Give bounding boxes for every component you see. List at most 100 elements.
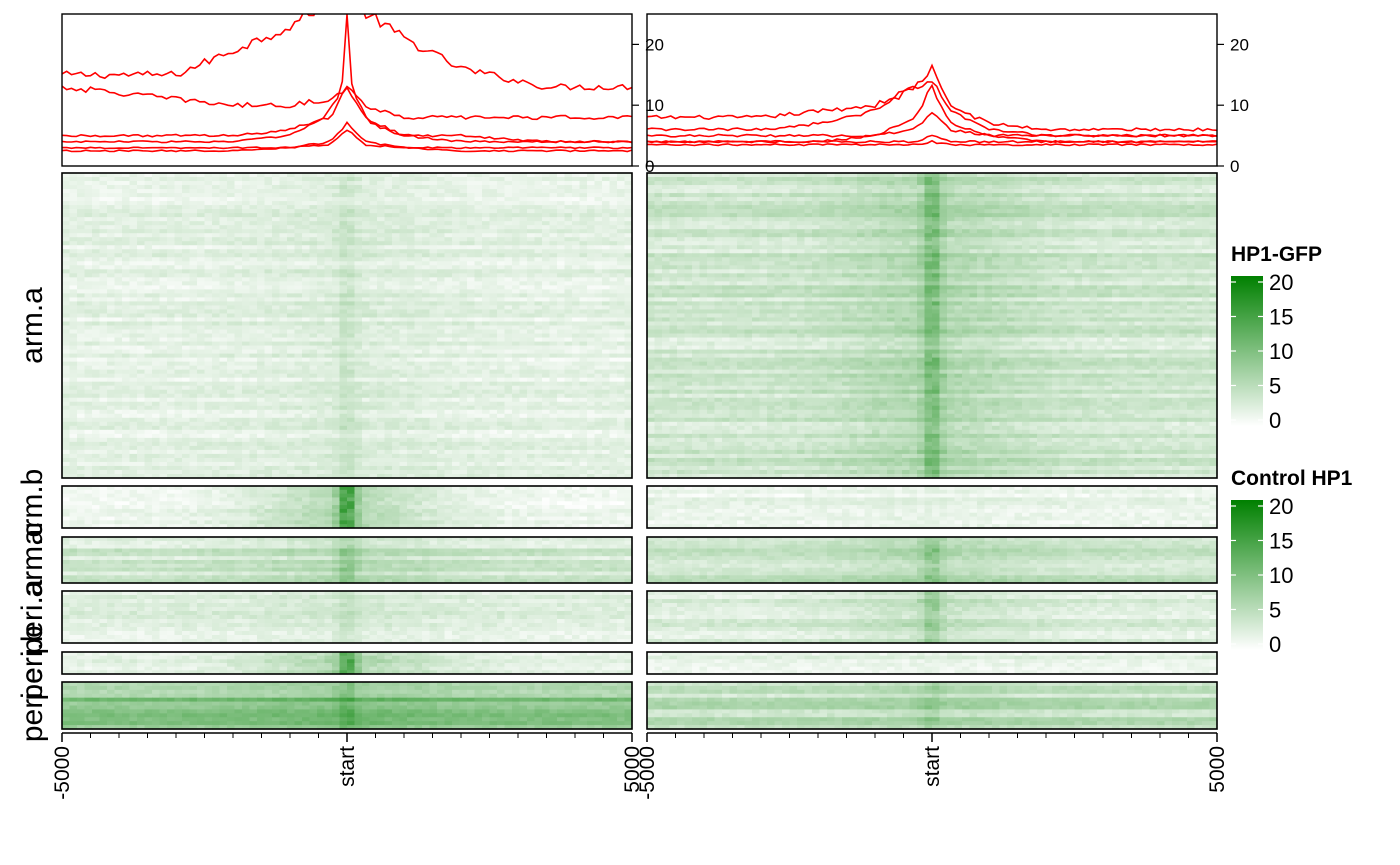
- heat-cell: [167, 265, 176, 270]
- heat-cell: [242, 389, 251, 395]
- heat-cell: [62, 405, 71, 411]
- heat-cell: [459, 309, 468, 315]
- heat-cell: [369, 205, 378, 210]
- heat-cell: [602, 277, 611, 282]
- heat-cell: [99, 241, 108, 246]
- heat-cell: [572, 421, 581, 427]
- heat-cell: [602, 177, 611, 182]
- heat-cell: [99, 301, 108, 307]
- heat-cell: [362, 245, 371, 250]
- heat-cell: [489, 277, 498, 282]
- heat-cell: [324, 237, 333, 242]
- heat-cell: [617, 401, 626, 407]
- heat-cell: [497, 201, 506, 206]
- heat-cell: [332, 333, 341, 339]
- heat-cell: [257, 345, 266, 351]
- heat-cell: [257, 429, 266, 435]
- heat-cell: [527, 301, 536, 307]
- heat-cell: [392, 193, 401, 198]
- heat-cell: [204, 361, 213, 367]
- heat-cell: [332, 401, 341, 407]
- heat-cell: [92, 277, 101, 282]
- heat-cell: [489, 353, 498, 359]
- heat-cell: [527, 265, 536, 270]
- profile-line: [647, 63, 1217, 132]
- heat-cell: [339, 309, 348, 315]
- heat-cell: [572, 201, 581, 206]
- heat-cell: [204, 213, 213, 218]
- heat-cell: [377, 213, 386, 218]
- heat-cell: [84, 221, 93, 226]
- heat-cell: [572, 405, 581, 411]
- heat-cell: [332, 377, 341, 383]
- heat-cell: [579, 209, 588, 214]
- heat-cell: [159, 317, 168, 323]
- heat-cell: [189, 345, 198, 351]
- heat-cell: [497, 349, 506, 355]
- heat-cell: [189, 381, 198, 387]
- heat-cell: [557, 237, 566, 242]
- heat-cell: [272, 249, 281, 254]
- heat-cell: [69, 265, 78, 270]
- heat-cell: [414, 237, 423, 242]
- heat-cell: [92, 417, 101, 423]
- heat-cell: [497, 397, 506, 403]
- heat-cell: [339, 421, 348, 427]
- heat-cell: [242, 217, 251, 222]
- heat-cell: [249, 249, 258, 254]
- heat-cell: [279, 269, 288, 274]
- heat-cell: [62, 433, 71, 439]
- heat-cell: [332, 297, 341, 303]
- heat-cell: [572, 425, 581, 431]
- heat-cell: [144, 321, 153, 327]
- heat-cell: [159, 309, 168, 315]
- heat-cell: [174, 281, 183, 286]
- heat-cell: [182, 429, 191, 435]
- heat-cell: [182, 185, 191, 190]
- heat-cell: [234, 181, 243, 186]
- heat-cell: [549, 281, 558, 286]
- heat-cell: [467, 353, 476, 359]
- heat-cell: [557, 193, 566, 198]
- heat-cell: [129, 329, 138, 335]
- heat-cell: [324, 425, 333, 431]
- heat-cell: [527, 257, 536, 262]
- heat-cell: [602, 205, 611, 210]
- heat-cell: [129, 401, 138, 407]
- heat-cell: [422, 245, 431, 250]
- heat-cell: [62, 385, 71, 391]
- heat-cell: [129, 273, 138, 278]
- heat-cell: [144, 237, 153, 242]
- heat-cell: [129, 429, 138, 435]
- heat-cell: [204, 345, 213, 351]
- heat-cell: [519, 297, 528, 303]
- heat-cell: [354, 273, 363, 278]
- heat-cell: [504, 217, 513, 222]
- heat-cell: [557, 377, 566, 383]
- heat-cell: [579, 185, 588, 190]
- heat-cell: [369, 309, 378, 315]
- heat-cell: [219, 181, 228, 186]
- heat-cell: [264, 241, 273, 246]
- heat-cell: [99, 237, 108, 242]
- heat-cell: [504, 317, 513, 323]
- heat-cell: [572, 365, 581, 371]
- heat-cell: [77, 425, 86, 431]
- heat-cell: [159, 257, 168, 262]
- heat-cell: [129, 233, 138, 238]
- heat-cell: [407, 245, 416, 250]
- heat-cell: [384, 389, 393, 395]
- heat-cell: [459, 417, 468, 423]
- heat-cell: [227, 221, 236, 226]
- heat-cell: [317, 309, 326, 315]
- heat-cell: [272, 173, 281, 178]
- heat-cell: [227, 409, 236, 415]
- heat-cell: [422, 309, 431, 315]
- heat-cell: [444, 301, 453, 307]
- heat-cell: [62, 173, 71, 178]
- heat-cell: [92, 173, 101, 178]
- heat-cell: [122, 269, 131, 274]
- heat-cell: [362, 421, 371, 427]
- heat-cell: [624, 297, 633, 303]
- heat-cell: [339, 197, 348, 202]
